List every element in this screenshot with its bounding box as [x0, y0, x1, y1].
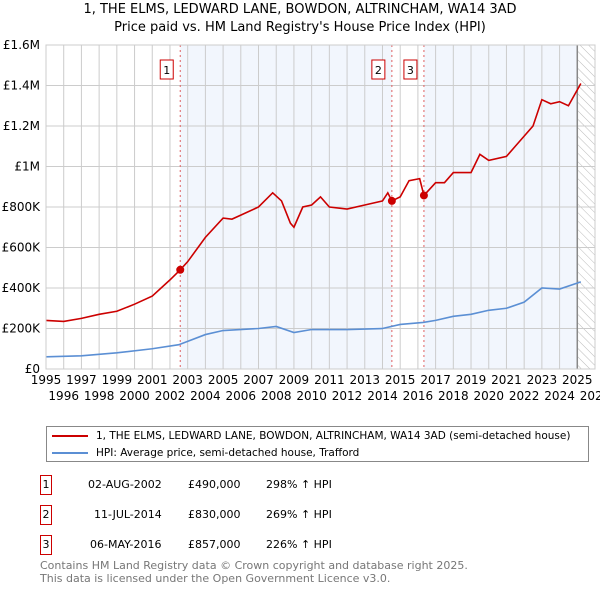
sale-point: [176, 265, 185, 274]
sale-label: 3: [407, 64, 414, 77]
x-tick-label: 2016: [403, 389, 434, 403]
x-tick-label: 2006: [226, 389, 257, 403]
x-tick-label: 2009: [279, 373, 310, 387]
y-tick-label: £200K: [2, 322, 42, 336]
x-tick-label: 2004: [190, 389, 221, 403]
x-tick-label: 2021: [491, 373, 522, 387]
sale-date: 06-MAY-2016: [90, 538, 162, 551]
plot-border: [45, 44, 596, 370]
x-tick-label: 2011: [314, 373, 345, 387]
hpi-line: [45, 281, 582, 358]
sale-point: [387, 196, 396, 205]
legend-label: HPI: Average price, semi-detached house,…: [96, 447, 360, 459]
legend-item-property: 1, THE ELMS, LEDWARD LANE, BOWDON, ALTRI…: [47, 428, 570, 444]
price-chart: 1995 1996 1997 1998 1999 2000 2001 2002 2003 2004…: [2, 38, 600, 403]
sale-marker-box: 3: [40, 535, 52, 555]
legend-item-hpi: HPI: Average price, semi-detached house,…: [47, 445, 359, 461]
x-tick-label: 2018: [438, 389, 469, 403]
y-tick-label: £0: [25, 362, 40, 376]
sale-hpi: 226% ↑ HPI: [266, 538, 332, 551]
x-tick-label: 1997: [66, 373, 97, 387]
y-tick-label: £1.6M: [3, 38, 40, 52]
x-tick-label: 2003: [172, 373, 203, 387]
x-tick-label: 2019: [456, 373, 487, 387]
sale-marker-box: 2: [40, 505, 52, 525]
x-tick-label: 2005: [208, 373, 239, 387]
y-tick-label: £600K: [2, 241, 42, 255]
x-tick-label: 1996: [48, 389, 79, 403]
sale-label-box: [159, 59, 174, 80]
footer-line: Contains HM Land Registry data © Crown c…: [40, 559, 468, 572]
y-tick-label: £1M: [14, 160, 40, 174]
x-tick-label: 2023: [527, 373, 558, 387]
x-tick-label: 2024: [544, 389, 575, 403]
sale-label: 2: [375, 64, 382, 77]
sale-price: £830,000: [188, 508, 241, 521]
sale-price: £490,000: [188, 478, 241, 491]
x-tick-label: 2025: [562, 373, 593, 387]
x-tick-label: 2022: [509, 389, 540, 403]
legend-swatch-red: [52, 435, 88, 437]
x-tick-label: 2008: [261, 389, 292, 403]
property-price-line: [45, 83, 582, 323]
sale-point: [419, 191, 428, 200]
x-tick-label: 2026: [580, 389, 600, 403]
sale-price: £857,000: [188, 538, 241, 551]
legend: 1, THE ELMS, LEDWARD LANE, BOWDON, ALTRI…: [46, 426, 589, 462]
sale-label-box: [403, 59, 418, 80]
x-tick-label: 2014: [367, 389, 398, 403]
x-tick-label: 2000: [119, 389, 150, 403]
x-tick-label: 2001: [137, 373, 168, 387]
footer: Contains HM Land Registry data © Crown c…: [40, 559, 468, 585]
x-tick-label: 1995: [31, 373, 62, 387]
x-tick-label: 1999: [102, 373, 133, 387]
footer-line: This data is licensed under the Open Gov…: [40, 572, 391, 585]
x-tick-label: 2012: [332, 389, 363, 403]
sale-date: 02-AUG-2002: [88, 478, 162, 491]
y-tick-label: £400K: [2, 281, 42, 295]
chart-subtitle: Price paid vs. HM Land Registry's House …: [114, 20, 486, 35]
sale-marker-box: 1: [40, 475, 52, 495]
x-tick-label: 2010: [296, 389, 327, 403]
x-tick-label: 2020: [473, 389, 504, 403]
legend-label: 1, THE ELMS, LEDWARD LANE, BOWDON, ALTRI…: [96, 430, 571, 442]
x-tick-label: 1998: [84, 389, 115, 403]
sale-label: 1: [163, 64, 170, 77]
x-tick-label: 2002: [155, 389, 186, 403]
y-tick-label: £800K: [2, 200, 42, 214]
sale-hpi: 298% ↑ HPI: [266, 478, 332, 491]
x-tick-label: 2007: [243, 373, 274, 387]
chart-title: 1, THE ELMS, LEDWARD LANE, BOWDON, ALTRI…: [83, 2, 517, 17]
sale-label-box: [371, 59, 386, 80]
y-tick-label: £1.4M: [3, 79, 40, 93]
sale-hpi: 269% ↑ HPI: [266, 508, 332, 521]
x-tick-label: 2015: [385, 373, 416, 387]
x-tick-label: 2017: [420, 373, 451, 387]
x-tick-label: 2013: [350, 373, 381, 387]
y-tick-label: £1.2M: [3, 119, 40, 133]
legend-swatch-blue: [52, 452, 88, 454]
sale-date: 11-JUL-2014: [94, 508, 162, 521]
